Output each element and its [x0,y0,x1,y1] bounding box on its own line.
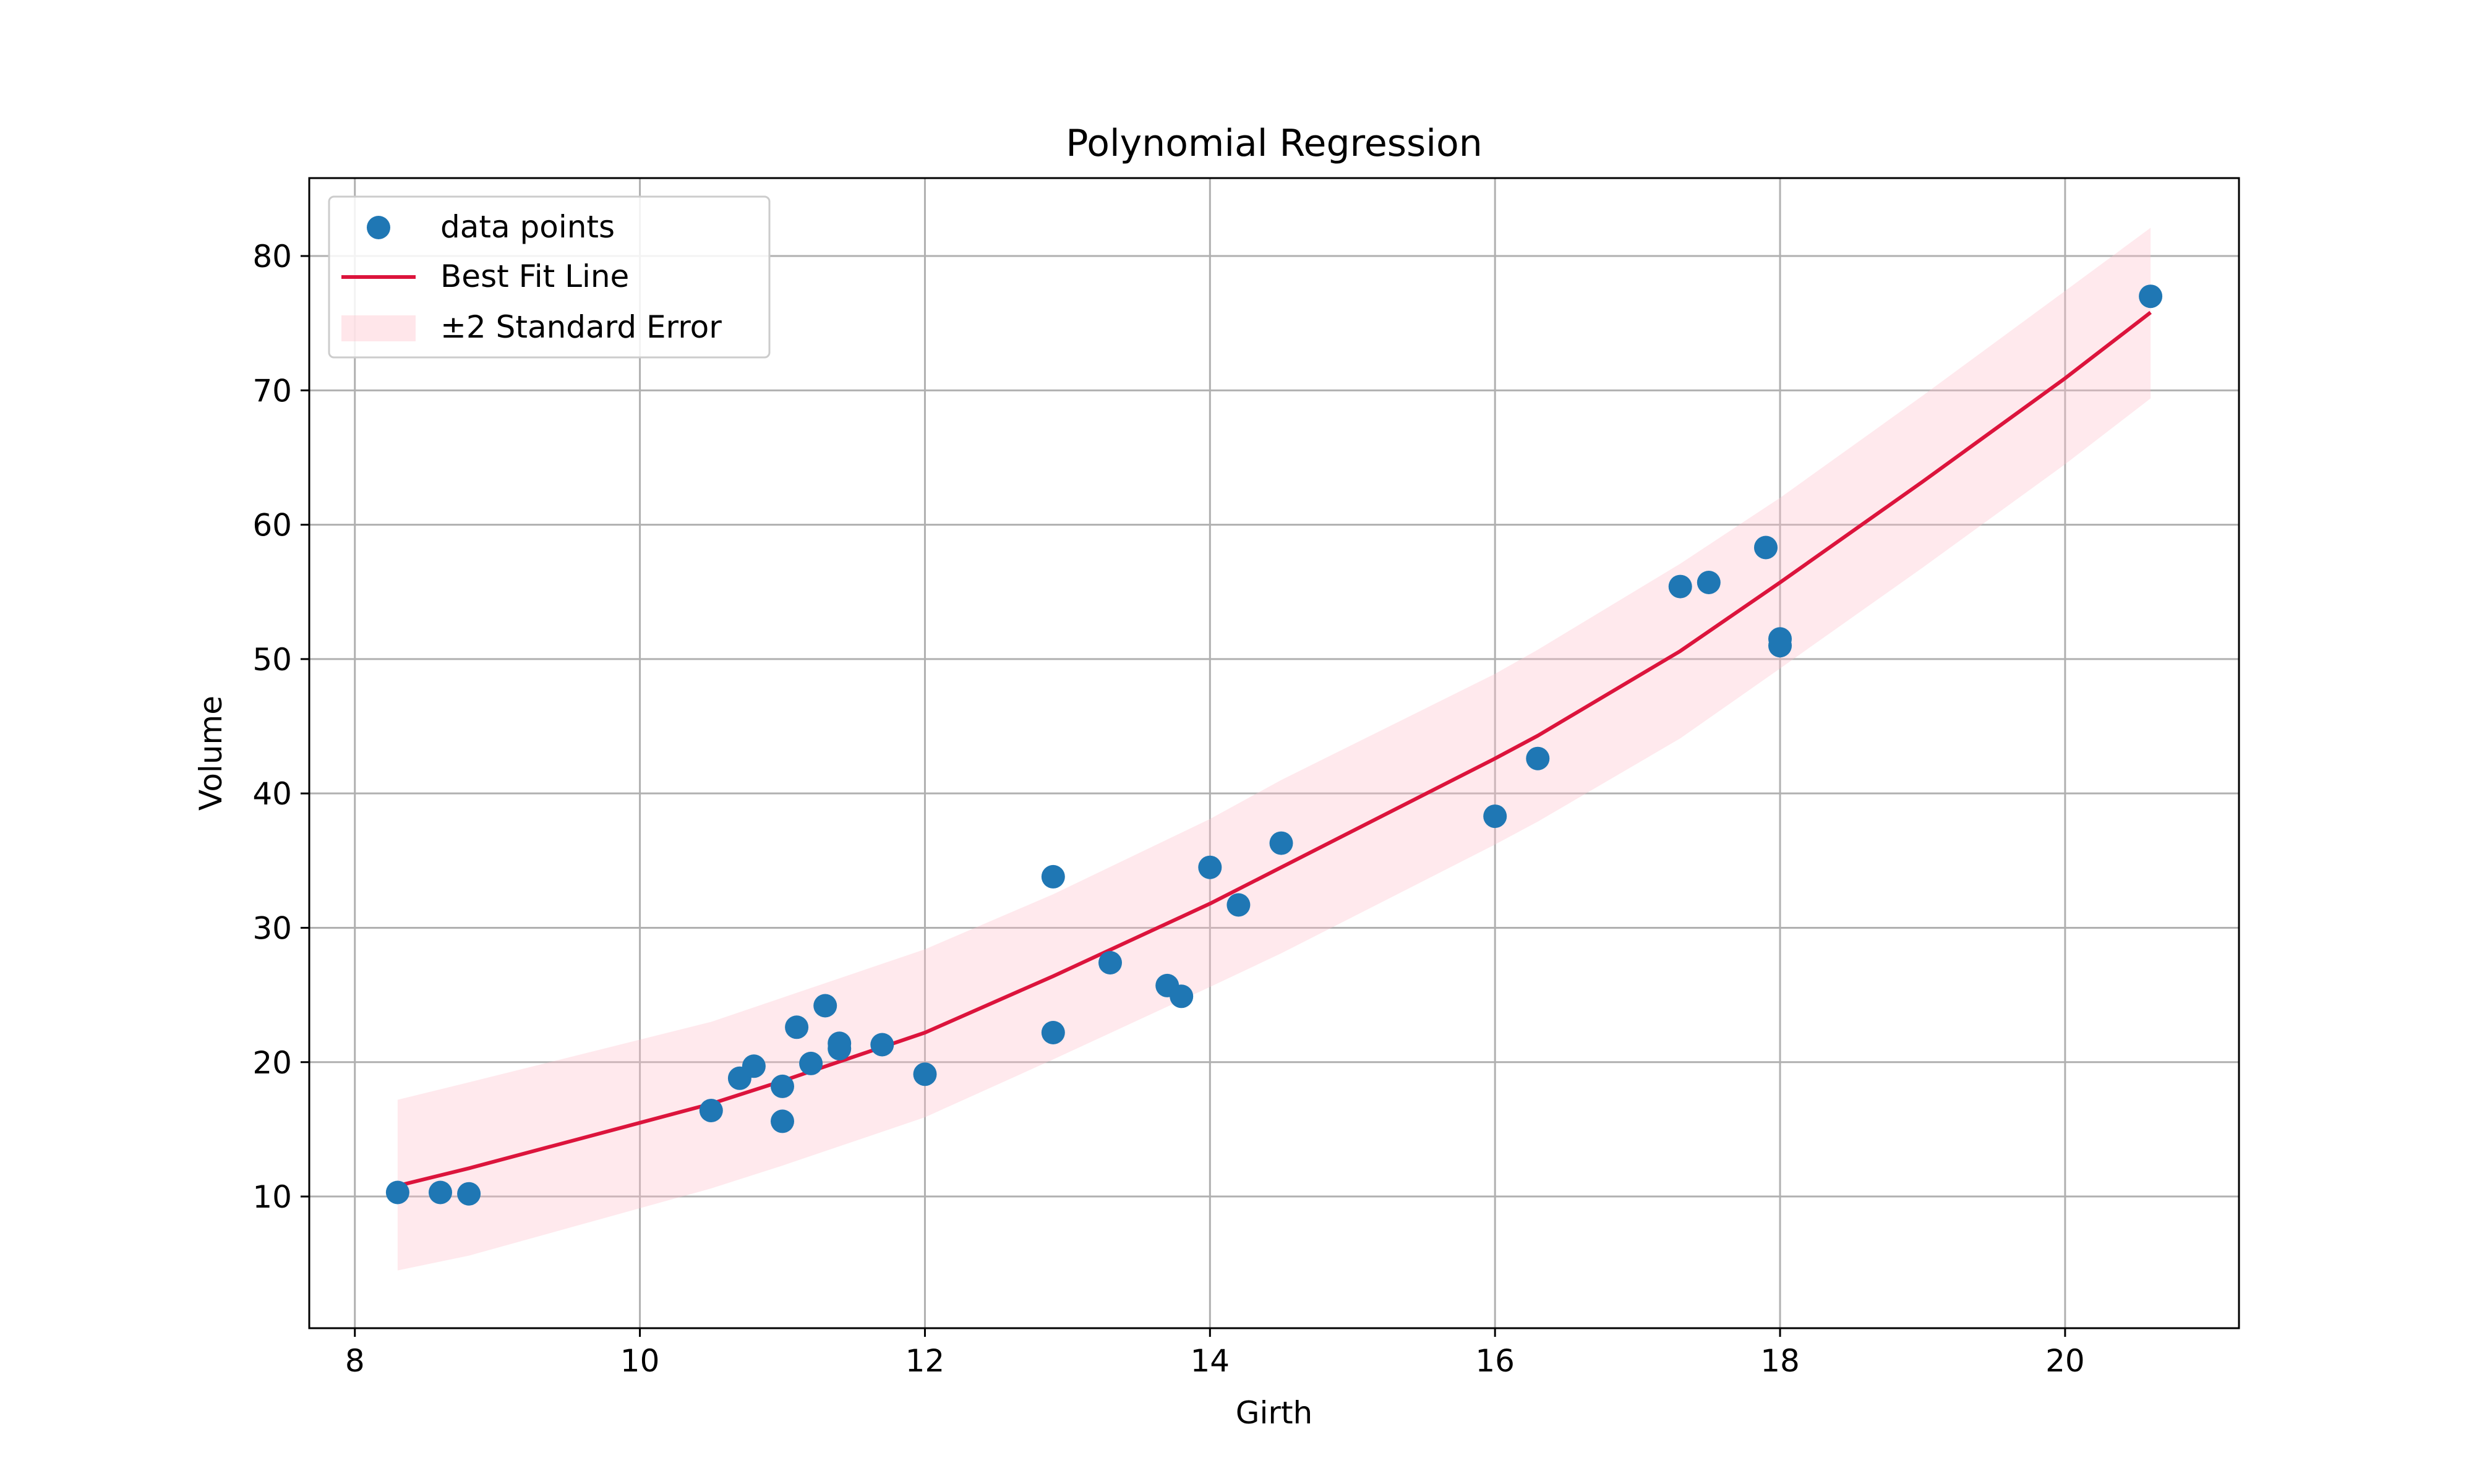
y-tick-label: 50 [252,642,292,678]
legend-point-marker [367,216,390,239]
legend-label-best-fit-line: Best Fit Line [440,258,629,294]
data-point [2139,284,2163,309]
y-tick-label: 80 [252,239,292,275]
data-point [870,1033,894,1057]
y-tick-label: 20 [252,1045,292,1081]
data-point [1269,831,1293,855]
y-axis-label: Volume [193,696,229,811]
grid-lines [309,178,2239,1328]
legend: data points Best Fit Line ±2 Standard Er… [328,195,771,359]
x-tick-label: 20 [2045,1343,2085,1379]
data-point [785,1015,809,1039]
data-point [1198,855,1222,879]
y-tick-label: 60 [252,508,292,544]
y-tick-label: 10 [252,1179,292,1215]
data-point [1041,1021,1065,1044]
data-point [799,1051,823,1075]
x-tick-label: 12 [905,1343,945,1379]
x-tick-label: 16 [1475,1343,1515,1379]
y-axis-ticks: 10 20 30 40 50 60 70 80 [252,239,309,1215]
legend-label-data-points: data points [440,209,615,245]
data-point [828,1031,852,1055]
x-axis-label: Girth [1236,1395,1313,1431]
legend-band-marker [341,315,416,341]
legend-box [328,195,771,359]
data-point [813,994,837,1018]
axes-frame [308,177,2240,1329]
data-point [1754,535,1778,560]
data-points-layer [385,284,2163,1206]
x-axis-ticks: 8 10 12 14 16 18 20 [345,1328,2085,1379]
data-point [1483,804,1507,829]
data-point [742,1054,766,1078]
data-point [1041,864,1065,889]
x-tick-label: 18 [1760,1343,1800,1379]
data-point [699,1099,723,1122]
data-point [1226,893,1251,917]
x-tick-label: 14 [1190,1343,1230,1379]
data-point [1668,574,1692,599]
best-fit-line [397,310,2152,1188]
data-point [385,1180,409,1205]
legend-label-standard-error: ±2 Standard Error [440,309,722,345]
data-point [457,1182,481,1206]
data-point [429,1180,452,1205]
y-tick-label: 30 [252,910,292,946]
chart-title: Polynomial Regression [1066,122,1482,165]
x-tick-label: 8 [345,1343,365,1379]
x-tick-label: 10 [620,1343,660,1379]
data-point [771,1074,794,1098]
y-tick-label: 70 [252,373,292,409]
fit-line-layer [397,310,2152,1188]
data-point [1098,951,1122,974]
data-point [1697,571,1721,594]
data-point [1170,984,1194,1009]
data-point [771,1109,794,1133]
data-point [1526,746,1550,770]
y-tick-label: 40 [252,776,292,812]
data-point [913,1062,937,1086]
data-point [1768,634,1792,658]
